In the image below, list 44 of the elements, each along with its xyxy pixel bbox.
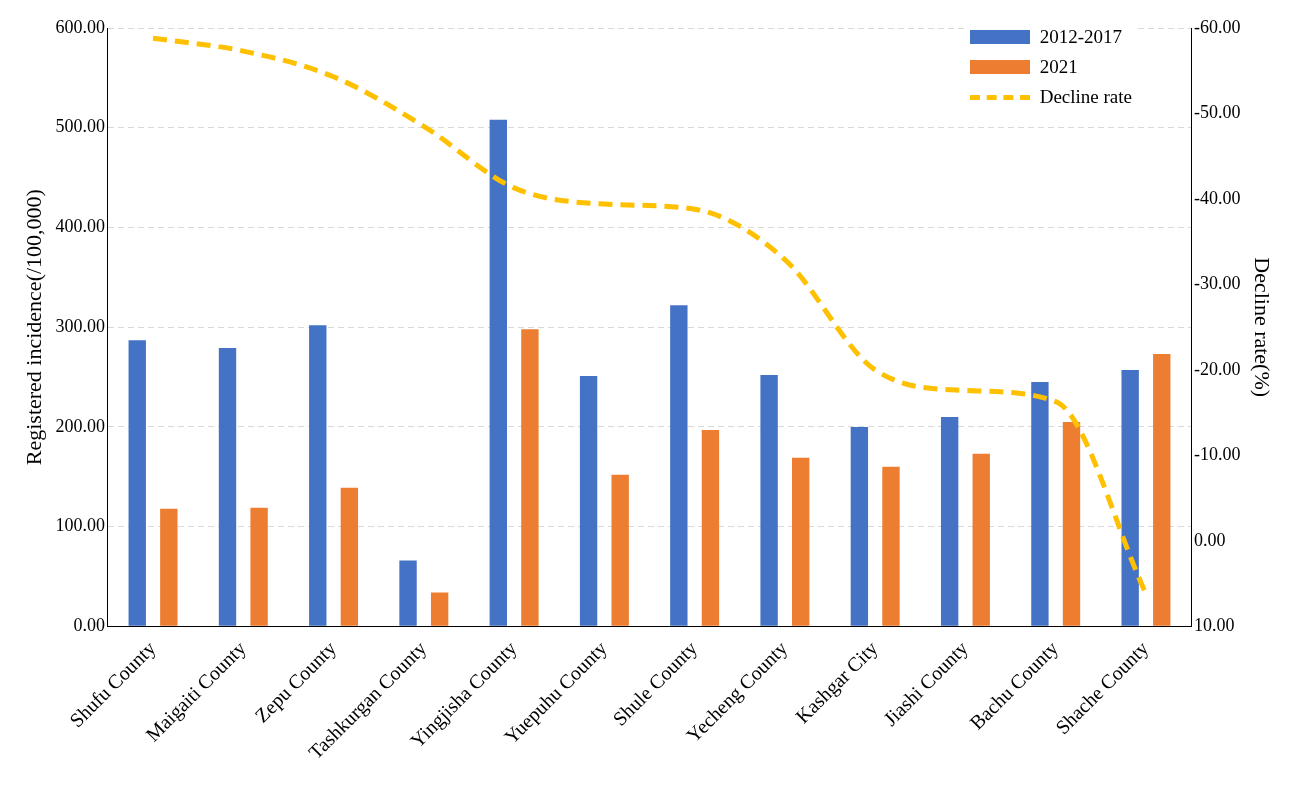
bar xyxy=(430,592,449,626)
bar xyxy=(1153,354,1171,626)
y2-axis-title: Decline rate(%) xyxy=(1250,257,1276,398)
bar xyxy=(250,507,268,626)
bar xyxy=(792,457,810,626)
bar xyxy=(128,340,146,626)
y2-tick-label: -40.00 xyxy=(1194,187,1241,208)
y2-tick-label: 10.00 xyxy=(1194,615,1235,636)
bar xyxy=(760,375,778,626)
y2-tick-label: -20.00 xyxy=(1194,358,1241,379)
y-tick-label: 100.00 xyxy=(55,515,105,536)
y-tick-label: 500.00 xyxy=(55,116,105,137)
y-axis-title: Registered incidence(/100,000) xyxy=(20,189,46,466)
y2-tick-label: -10.00 xyxy=(1194,444,1241,465)
bar xyxy=(309,325,327,626)
y-tick-label: 0.00 xyxy=(73,615,105,636)
y2-tick-label: -50.00 xyxy=(1194,102,1241,123)
bar xyxy=(1031,382,1049,626)
legend-label: Decline rate xyxy=(1039,86,1132,108)
bar xyxy=(1062,421,1081,626)
bar xyxy=(160,508,178,626)
y2-tick-label: -60.00 xyxy=(1194,16,1241,37)
bar xyxy=(1121,370,1139,626)
y2-tick-label: 0.00 xyxy=(1194,529,1226,550)
y-tick-label: 300.00 xyxy=(55,315,105,336)
bar xyxy=(489,119,507,626)
y-tick-label: 400.00 xyxy=(55,216,105,237)
bar xyxy=(701,429,720,626)
y-tick-label: 600.00 xyxy=(55,16,105,37)
bar xyxy=(972,453,990,626)
bar xyxy=(611,474,629,626)
y-tick-label: 200.00 xyxy=(55,415,105,436)
bar xyxy=(579,376,598,626)
bar xyxy=(521,329,539,626)
bar xyxy=(850,426,869,626)
bar xyxy=(340,487,359,626)
bar xyxy=(882,466,900,626)
y2-tick-label: -30.00 xyxy=(1194,273,1241,294)
bar xyxy=(940,416,959,626)
bar xyxy=(399,560,417,626)
legend-label: 2021 xyxy=(1039,56,1078,78)
legend-label: 2012-2017 xyxy=(1039,26,1123,48)
bar xyxy=(670,305,688,626)
bar xyxy=(218,348,237,626)
